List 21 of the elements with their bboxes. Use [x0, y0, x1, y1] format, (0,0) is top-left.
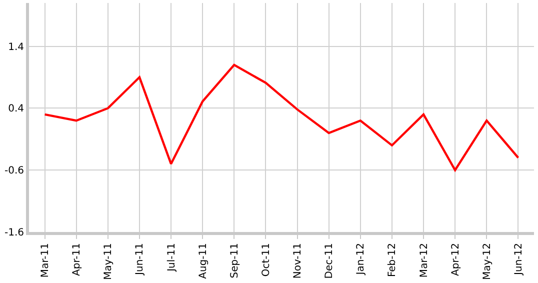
- y-tick-label: -1.6: [4, 228, 24, 238]
- x-tick-label: Aug-11: [198, 243, 209, 279]
- x-tick-label: Jun-11: [134, 243, 146, 276]
- y-tick-label: -0.6: [4, 166, 24, 177]
- x-tick-label: Nov-11: [292, 243, 304, 279]
- x-tick-label: Jan-12: [356, 243, 367, 276]
- x-tick-label: Dec-11: [324, 243, 336, 279]
- x-tick-label: May-12: [482, 243, 493, 280]
- y-tick-label: 1.4: [8, 42, 24, 53]
- x-tick-label: Jun-12: [513, 243, 524, 276]
- x-tick-label: Feb-12: [387, 243, 398, 278]
- x-tick-label: Mar-12: [418, 243, 430, 278]
- x-tick-label: Sep-11: [229, 243, 240, 278]
- x-tick-label: Apr-11: [72, 243, 83, 276]
- x-tick-label: Oct-11: [260, 243, 272, 277]
- x-tick-label: Apr-12: [450, 243, 462, 276]
- x-tick-label: Mar-11: [40, 243, 52, 278]
- x-tick-label: Jul-11: [166, 243, 178, 272]
- x-tick-label: May-11: [103, 243, 114, 280]
- y-tick-label: 0.4: [8, 104, 24, 115]
- line-series: [44, 64, 520, 172]
